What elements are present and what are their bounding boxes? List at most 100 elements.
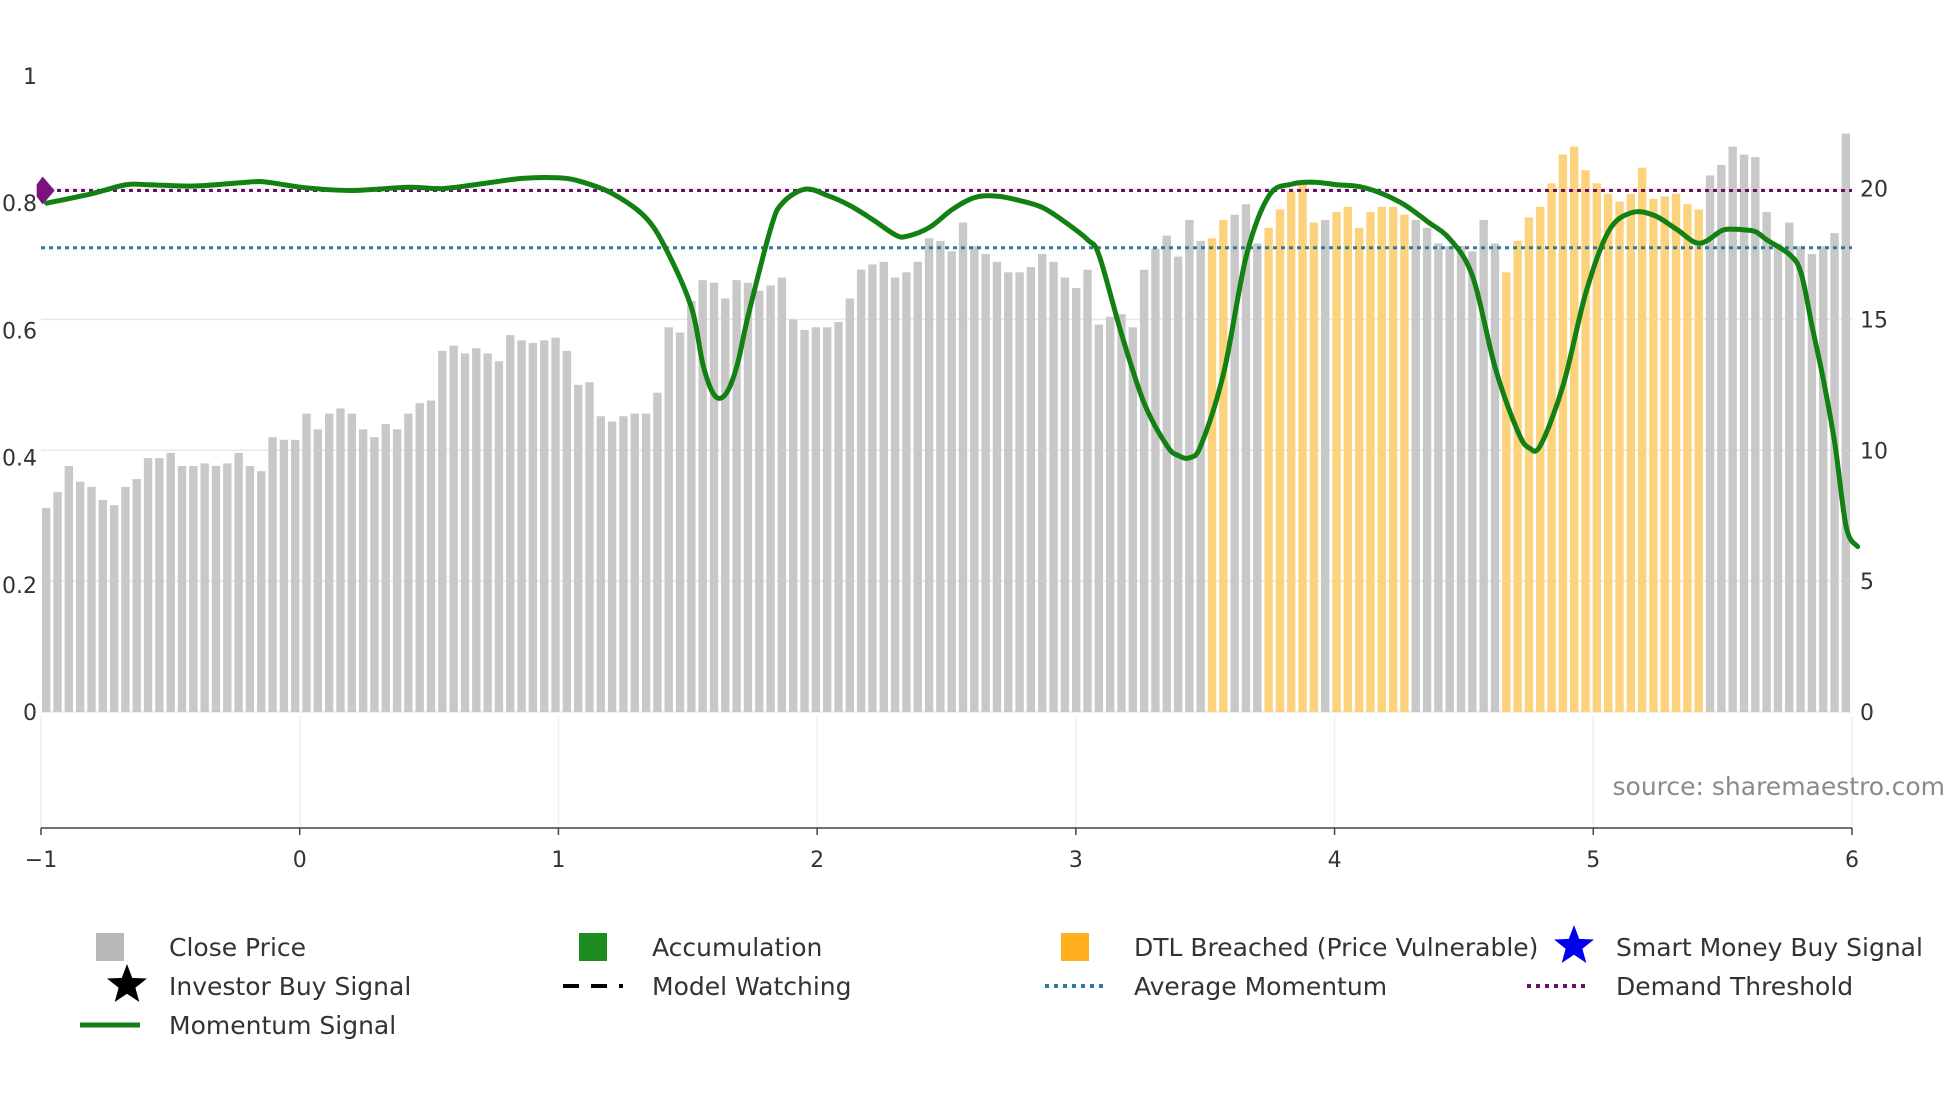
- close-price-bar: [709, 282, 719, 712]
- close-price-bar: [1705, 175, 1715, 712]
- close-price-bar: [1683, 204, 1692, 712]
- close-price-bar: [924, 238, 934, 712]
- x-axis-tick-label: 0: [293, 848, 307, 873]
- close-price-bar: [1751, 157, 1760, 712]
- close-price-bar: [75, 481, 85, 712]
- close-price-bar: [868, 264, 877, 712]
- left-axis-tick-label: 0.2: [2, 574, 37, 599]
- close-price-bar: [1819, 246, 1828, 712]
- close-price-bar: [1060, 277, 1070, 712]
- close-price-bar: [1762, 212, 1771, 713]
- close-price-bar: [721, 298, 730, 712]
- close-price-bar: [211, 465, 221, 712]
- close-price-bar: [53, 492, 62, 712]
- close-price-bar: [1773, 243, 1783, 713]
- close-price-bar: [460, 353, 470, 712]
- star-icon: [1554, 925, 1594, 963]
- close-price-bar: [1785, 222, 1794, 712]
- close-price-bar: [1547, 183, 1556, 712]
- close-price-bar: [1400, 214, 1409, 712]
- close-price-bar: [1253, 243, 1262, 713]
- close-price-bar: [1105, 316, 1115, 712]
- close-price-bar: [834, 322, 843, 712]
- legend-item: Model Watching: [563, 972, 852, 1001]
- close-price-bar: [1841, 133, 1851, 712]
- close-price-bar: [494, 361, 504, 712]
- close-price-bar: [1343, 206, 1353, 712]
- close-price-bar: [347, 413, 356, 712]
- close-price-bar: [913, 261, 922, 712]
- close-price-bar: [1581, 170, 1590, 712]
- legend-item: Accumulation: [579, 933, 822, 962]
- x-axis-tick-label: 3: [1069, 848, 1083, 873]
- close-price-bar: [1264, 227, 1273, 712]
- close-price-bar: [1513, 240, 1522, 712]
- legend-item: Average Momentum: [1045, 972, 1387, 1001]
- close-price-bar: [1456, 246, 1466, 712]
- close-price-bar: [291, 439, 300, 712]
- close-price-bar: [370, 437, 379, 712]
- close-price-bar: [1049, 261, 1058, 712]
- close-price-bar: [143, 458, 153, 712]
- close-price-bar: [87, 486, 96, 712]
- legend-label: Momentum Signal: [169, 1011, 396, 1040]
- close-price-bar: [132, 479, 141, 712]
- close-price-bar: [223, 463, 232, 712]
- close-price-bar: [1422, 227, 1432, 712]
- left-axis-tick-label: 0.6: [2, 319, 37, 344]
- close-price-bar: [245, 465, 255, 712]
- close-price-bar: [845, 298, 855, 712]
- close-price-bar: [1139, 269, 1149, 712]
- close-price-bar: [1128, 327, 1137, 712]
- close-price-bar: [687, 301, 696, 712]
- close-price-bar: [1026, 267, 1036, 712]
- legend-swatch: [1061, 933, 1089, 961]
- close-price-bar: [936, 240, 945, 712]
- legend-label: Close Price: [169, 933, 306, 962]
- x-axis-tick-label: 1: [551, 848, 565, 873]
- close-price-bar: [313, 429, 323, 712]
- close-price-bar: [1524, 217, 1534, 713]
- close-price-bar: [404, 413, 413, 712]
- close-price-bar: [64, 465, 74, 712]
- close-price-bar: [1207, 238, 1217, 712]
- close-price-bar: [1162, 235, 1171, 712]
- close-price-bar: [675, 332, 685, 712]
- close-price-bar: [766, 285, 775, 712]
- close-price-bar: [121, 486, 130, 712]
- close-price-bar: [1626, 193, 1636, 712]
- close-price-bar: [585, 382, 594, 712]
- close-price-bar: [641, 413, 651, 712]
- close-price-bar: [1151, 248, 1160, 713]
- close-price-bar: [1117, 314, 1126, 712]
- legend-swatch: [579, 933, 607, 961]
- reference-lines: [41, 188, 1852, 250]
- close-price-bar: [1592, 183, 1602, 712]
- close-price-bar: [109, 505, 119, 712]
- close-price-bar: [1298, 183, 1307, 712]
- close-price-bar: [483, 353, 492, 712]
- close-price-bar: [1004, 272, 1013, 712]
- close-price-bar: [528, 342, 538, 712]
- close-price-bar: [1241, 204, 1251, 712]
- close-price-bar: [1354, 227, 1364, 712]
- close-price-bar: [947, 251, 956, 712]
- close-price-bar: [1615, 201, 1624, 712]
- right-axis-tick-label: 10: [1860, 439, 1888, 464]
- close-price-bar: [822, 327, 832, 712]
- legend-item: Investor Buy Signal: [107, 964, 411, 1002]
- close-price-bar: [1388, 206, 1398, 712]
- close-price-bar: [1830, 233, 1839, 712]
- close-price-bar: [98, 500, 107, 712]
- close-price-bar: [1570, 146, 1579, 712]
- close-price-bar: [1728, 146, 1737, 712]
- close-price-bar: [1717, 164, 1726, 712]
- close-price-bar: [1479, 219, 1488, 712]
- close-price-bar: [1660, 196, 1669, 712]
- close-price-bar: [698, 280, 707, 712]
- close-price-bar: [279, 439, 289, 712]
- close-price-bar: [392, 429, 402, 712]
- x-axis-tick-label: −1: [25, 848, 57, 873]
